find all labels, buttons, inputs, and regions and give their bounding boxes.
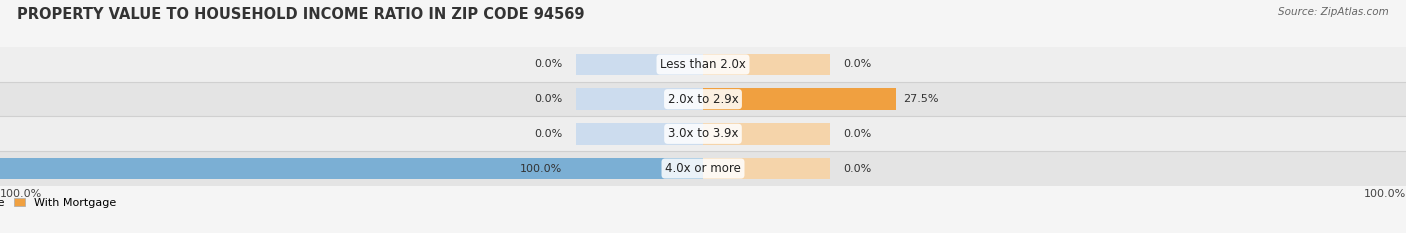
Text: Less than 2.0x: Less than 2.0x <box>659 58 747 71</box>
Bar <box>703 88 897 110</box>
Bar <box>0 158 703 179</box>
Bar <box>0 151 1406 186</box>
Legend: Without Mortgage, With Mortgage: Without Mortgage, With Mortgage <box>0 193 121 212</box>
Bar <box>576 158 703 179</box>
Text: PROPERTY VALUE TO HOUSEHOLD INCOME RATIO IN ZIP CODE 94569: PROPERTY VALUE TO HOUSEHOLD INCOME RATIO… <box>17 7 585 22</box>
Bar <box>703 54 830 75</box>
Bar <box>0 47 1406 82</box>
Bar <box>576 88 703 110</box>
Bar <box>0 82 1406 116</box>
Text: 100.0%: 100.0% <box>520 164 562 174</box>
Text: 4.0x or more: 4.0x or more <box>665 162 741 175</box>
Text: 3.0x to 3.9x: 3.0x to 3.9x <box>668 127 738 140</box>
Text: 0.0%: 0.0% <box>844 129 872 139</box>
Bar <box>576 54 703 75</box>
Text: 100.0%: 100.0% <box>0 189 42 199</box>
Text: Source: ZipAtlas.com: Source: ZipAtlas.com <box>1278 7 1389 17</box>
Text: 0.0%: 0.0% <box>534 59 562 69</box>
Text: 0.0%: 0.0% <box>534 94 562 104</box>
Text: 0.0%: 0.0% <box>844 59 872 69</box>
Text: 2.0x to 2.9x: 2.0x to 2.9x <box>668 93 738 106</box>
Bar <box>576 123 703 145</box>
Text: 27.5%: 27.5% <box>904 94 939 104</box>
Text: 0.0%: 0.0% <box>534 129 562 139</box>
Text: 0.0%: 0.0% <box>844 164 872 174</box>
Bar <box>0 116 1406 151</box>
Text: 100.0%: 100.0% <box>1364 189 1406 199</box>
Bar <box>703 88 830 110</box>
Bar <box>703 123 830 145</box>
Bar <box>703 158 830 179</box>
